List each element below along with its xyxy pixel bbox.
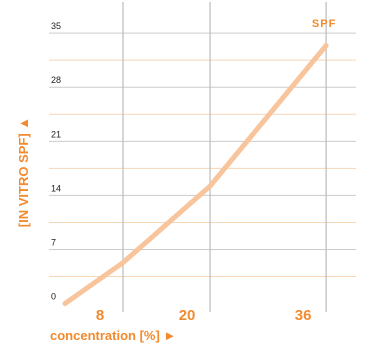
x-tick-label: 20	[179, 307, 196, 324]
y-tick-label: 0	[51, 292, 56, 302]
grid-lines	[49, 2, 356, 312]
y-tick-label: 28	[51, 75, 61, 85]
x-tick-label: 36	[295, 307, 312, 324]
y-tick-label: 21	[51, 129, 61, 139]
x-tick-labels: 8 20 36	[96, 307, 312, 324]
y-tick-label: 35	[51, 21, 61, 31]
y-tick-label: 7	[51, 238, 56, 248]
y-tick-labels: 0 7 14 21 28 35	[51, 21, 61, 301]
y-axis-label: [IN VITRO SPF] ▲	[16, 117, 31, 227]
x-tick-label: 8	[96, 307, 104, 324]
y-tick-label: 14	[51, 183, 61, 193]
series-line	[62, 43, 329, 307]
series-label: SPF	[312, 18, 336, 30]
series-labels: SPF	[312, 18, 336, 30]
series-lines	[62, 43, 329, 307]
x-axis-label: concentration [%] ►	[50, 328, 176, 343]
